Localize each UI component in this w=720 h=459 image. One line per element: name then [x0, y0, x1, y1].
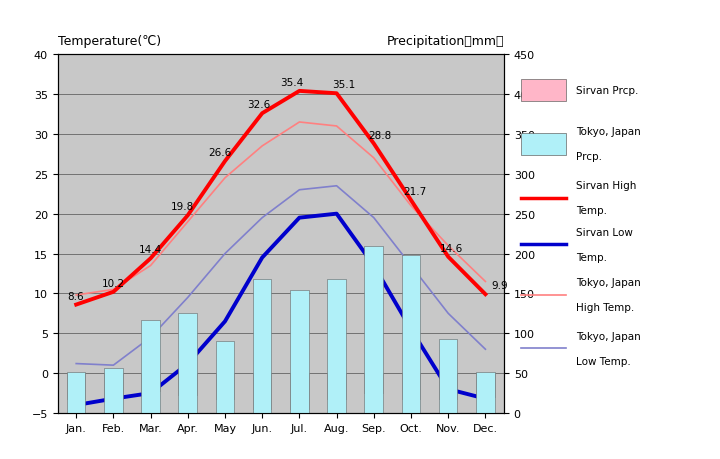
Bar	[439, 373, 457, 399]
Bar	[67, 372, 86, 413]
Bar	[328, 373, 346, 399]
Text: 19.8: 19.8	[171, 202, 194, 212]
Bar	[216, 373, 234, 399]
Text: Tokyo, Japan: Tokyo, Japan	[576, 331, 641, 341]
Bar	[328, 280, 346, 413]
Text: 10.2: 10.2	[102, 278, 125, 288]
Text: Prcp.: Prcp.	[576, 152, 602, 162]
FancyBboxPatch shape	[521, 80, 566, 101]
Bar	[290, 373, 309, 409]
Bar	[179, 313, 197, 413]
Text: Temperature(℃): Temperature(℃)	[58, 35, 161, 48]
Bar	[141, 373, 160, 392]
Bar	[141, 320, 160, 413]
Bar	[364, 373, 383, 393]
Text: Sirvan High: Sirvan High	[576, 181, 636, 191]
Bar	[476, 373, 495, 413]
Text: 14.6: 14.6	[441, 243, 464, 253]
Text: 28.8: 28.8	[368, 130, 391, 140]
Text: 35.1: 35.1	[333, 80, 356, 90]
Bar	[439, 339, 457, 413]
Text: Precipitation（mm）: Precipitation（mm）	[387, 35, 504, 48]
Bar	[290, 291, 309, 413]
Text: 35.4: 35.4	[280, 78, 304, 88]
Bar	[104, 373, 122, 399]
Text: Tokyo, Japan: Tokyo, Japan	[576, 277, 641, 287]
Text: 8.6: 8.6	[67, 291, 84, 301]
Text: High Temp.: High Temp.	[576, 302, 634, 313]
Bar	[179, 373, 197, 396]
Text: 9.9: 9.9	[491, 280, 508, 291]
Text: Tokyo, Japan: Tokyo, Japan	[576, 127, 641, 137]
Text: 32.6: 32.6	[247, 100, 270, 110]
Bar	[402, 373, 420, 399]
Text: Sirvan Low: Sirvan Low	[576, 227, 633, 237]
Bar	[402, 256, 420, 413]
Bar	[253, 280, 271, 413]
Text: Temp.: Temp.	[576, 252, 607, 263]
Text: 21.7: 21.7	[403, 187, 426, 197]
Text: Temp.: Temp.	[576, 206, 607, 216]
Bar	[216, 341, 234, 413]
Text: 26.6: 26.6	[208, 148, 231, 158]
Bar	[104, 369, 122, 413]
Text: Low Temp.: Low Temp.	[576, 356, 631, 366]
Bar	[67, 373, 86, 399]
Bar	[364, 246, 383, 413]
Bar	[253, 373, 271, 409]
Text: 14.4: 14.4	[139, 245, 162, 255]
FancyBboxPatch shape	[521, 134, 566, 155]
Text: Sirvan Prcp.: Sirvan Prcp.	[576, 86, 638, 96]
Bar	[476, 373, 495, 397]
